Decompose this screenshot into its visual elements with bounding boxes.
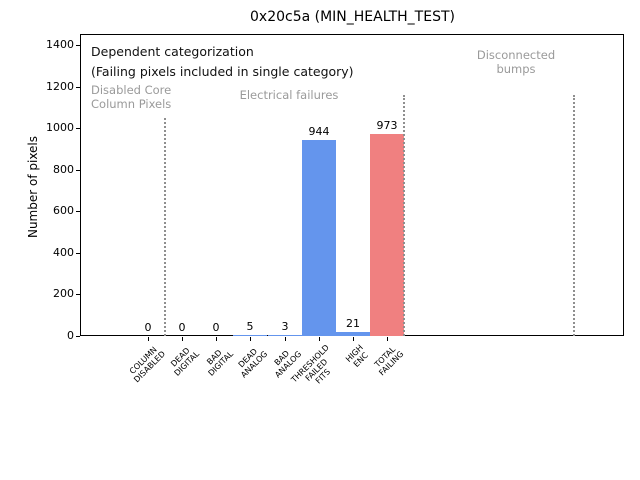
y-axis-label: Number of pixels (26, 135, 40, 239)
bar-value-label: 21 (346, 317, 360, 330)
bar-value-label: 944 (308, 125, 330, 138)
y-axis-tick (76, 336, 80, 337)
x-axis-tick (353, 337, 354, 341)
x-axis-tick (148, 337, 149, 341)
x-axis-tick (216, 337, 217, 341)
bar (268, 335, 302, 336)
y-axis-tick-label: 800 (53, 162, 74, 176)
y-axis-tick-label: 200 (53, 287, 74, 301)
plot-area (80, 34, 624, 336)
y-axis-tick (76, 252, 80, 254)
y-axis-tick (76, 86, 80, 88)
region-separator-line (573, 95, 575, 336)
x-axis-tick-label: DEAD DIGITAL (169, 345, 202, 378)
y-axis-tick (76, 211, 80, 213)
chart-title: 0x20c5a (MIN_HEALTH_TEST) (250, 9, 455, 25)
bar-value-label: 0 (178, 321, 186, 334)
y-axis-tick-label: 400 (53, 245, 74, 259)
y-axis-tick-label: 0 (67, 329, 74, 342)
y-axis-tick (76, 169, 80, 171)
x-axis-tick (250, 337, 251, 341)
region-label-disconnected-bumps: Disconnected bumps (476, 48, 556, 76)
bar-value-label: 0 (144, 321, 152, 334)
bar-value-label: 0 (212, 321, 220, 334)
y-axis-tick-label: 600 (53, 204, 74, 218)
x-axis-tick (182, 337, 183, 341)
x-axis-tick-label: BAD DIGITAL (205, 348, 236, 378)
y-axis-tick-label: 1000 (46, 121, 74, 135)
region-separator-line (403, 95, 405, 336)
annotation-dependent-categorization: Dependent categorization (91, 44, 254, 59)
bar (233, 335, 267, 336)
annotation-failing-pixels-note: (Failing pixels included in single categ… (91, 64, 354, 79)
region-label-electrical-failures: Electrical failures (239, 88, 339, 102)
y-axis-tick (76, 294, 80, 296)
bar (302, 140, 336, 336)
y-axis-tick (76, 128, 80, 130)
x-axis-tick (387, 337, 388, 341)
x-axis-tick (285, 337, 286, 341)
x-axis-tick-label: HIGH ENC (344, 343, 370, 369)
region-label-disabled-core-column-pixels: Disabled Core Column Pixels (91, 83, 172, 111)
x-axis-tick-label: COLUMN DISABLED (127, 345, 168, 385)
y-axis-tick (76, 45, 80, 46)
y-axis-tick-label: 1200 (46, 79, 74, 93)
bar (370, 134, 404, 336)
x-axis-tick-label: TOTAL FAILING (372, 344, 406, 378)
region-separator-line (164, 118, 166, 336)
bar-value-label: 3 (281, 320, 289, 333)
x-axis-tick (319, 337, 320, 341)
y-axis-tick-label: 1400 (46, 38, 74, 51)
x-axis-tick-label: DEAD ANALOG (236, 346, 270, 380)
bar-value-label: 973 (376, 119, 398, 132)
bar (336, 332, 370, 336)
bar-value-label: 5 (246, 320, 254, 333)
